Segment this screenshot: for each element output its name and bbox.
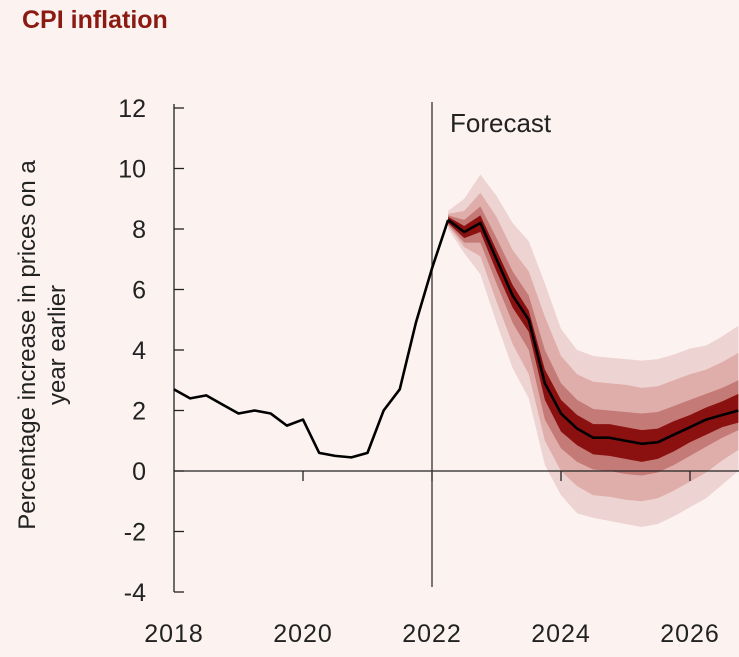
fan-bands (448, 174, 739, 527)
x-tick-label: 2026 (660, 620, 720, 648)
chart-title: CPI inflation (22, 6, 168, 34)
series-lines (173, 218, 739, 459)
y-tick-label: 2 (132, 398, 146, 426)
y-tick-label: -4 (124, 579, 146, 607)
y-axis-label: Percentage increase in prices on a year e… (14, 160, 71, 530)
fan-band-inner (448, 206, 739, 476)
forecast-label: Forecast (450, 108, 552, 138)
y-tick-label: 6 (132, 277, 146, 305)
y-tick-label: -2 (124, 519, 146, 547)
y-tick-label: 0 (132, 458, 146, 486)
y-tick-label: 10 (118, 156, 146, 184)
x-tick-label: 2024 (531, 620, 591, 648)
axes: 12 10 8 6 4 2 0 -2 -4 2018 2020 2022 2024 2026 (118, 95, 739, 648)
outturn-line (173, 219, 450, 459)
x-tick-label: 2020 (273, 620, 333, 648)
x-tick-label: 2018 (144, 620, 204, 648)
central-projection-line (447, 218, 739, 446)
x-tick-label: 2022 (402, 620, 462, 648)
y-tick-label: 8 (132, 216, 146, 244)
y-tick-label: 12 (118, 95, 146, 123)
y-tick-label: 4 (132, 337, 146, 365)
